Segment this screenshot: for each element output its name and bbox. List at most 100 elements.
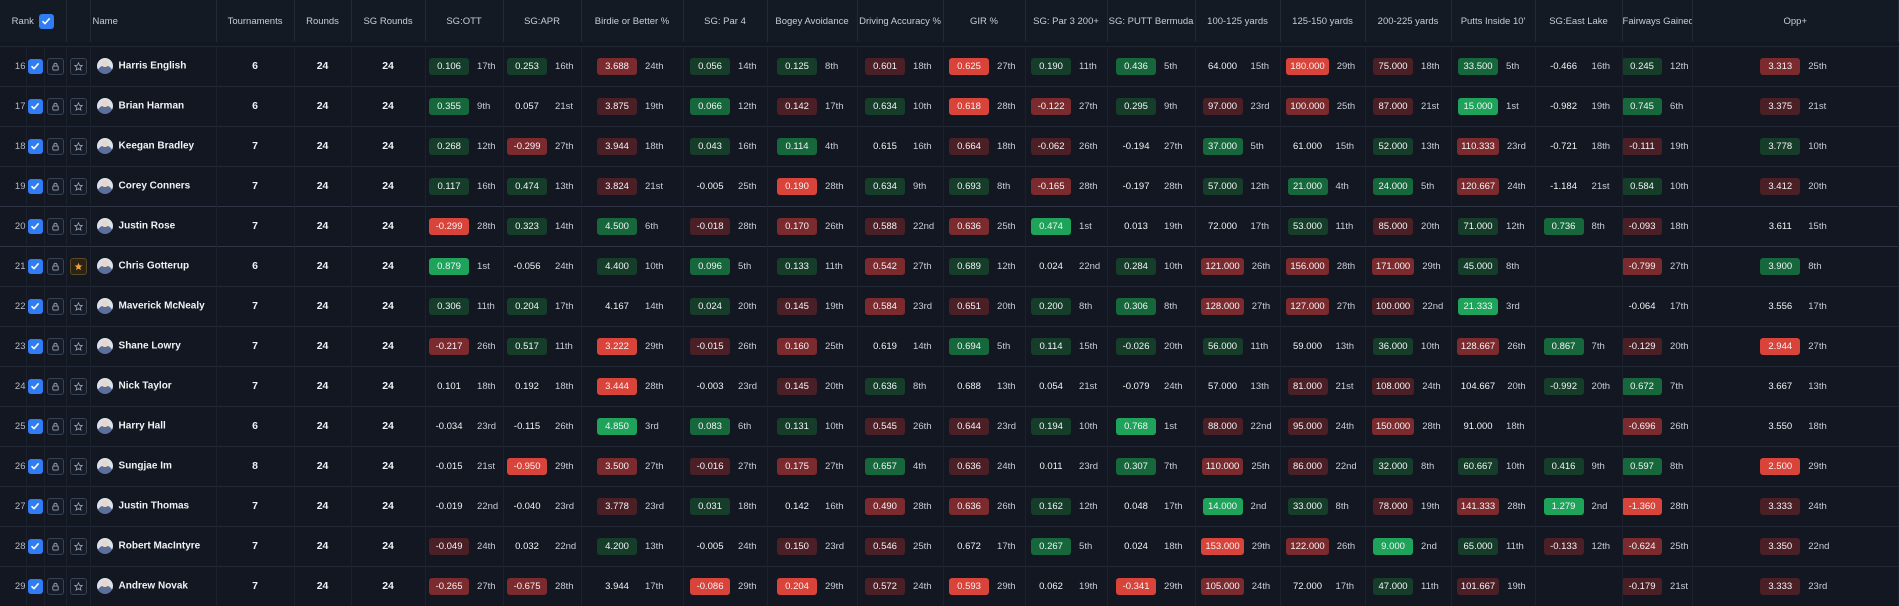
row-checkbox[interactable] bbox=[27, 458, 43, 474]
header-rounds[interactable]: Rounds bbox=[294, 0, 352, 42]
lock-button[interactable] bbox=[46, 257, 64, 275]
lock-button[interactable] bbox=[46, 497, 64, 515]
player-cell[interactable]: Robert MacIntyre bbox=[90, 525, 217, 566]
header-stat[interactable]: SG:OTT bbox=[425, 0, 504, 42]
header-stat[interactable]: SG: Par 4 bbox=[683, 0, 768, 42]
favorite-button[interactable] bbox=[69, 377, 87, 395]
table-row[interactable]: 17 Brian Harman 6 24 24 0.355 9th 0.057 21st 3.87… bbox=[0, 85, 1899, 126]
table-row[interactable]: 28 Robert MacIntyre 7 24 24 -0.049 24th 0.032 22… bbox=[0, 525, 1899, 566]
stat-value: 127.000 bbox=[1286, 297, 1329, 315]
player-cell[interactable]: Brian Harman bbox=[90, 85, 217, 126]
row-checkbox[interactable] bbox=[27, 98, 43, 114]
header-rank[interactable]: Rank bbox=[0, 0, 67, 42]
header-tournaments[interactable]: Tournaments bbox=[216, 0, 295, 42]
lock-button[interactable] bbox=[46, 577, 64, 595]
favorite-button[interactable] bbox=[69, 457, 87, 475]
row-checkbox[interactable] bbox=[27, 538, 43, 554]
favorite-button[interactable] bbox=[69, 537, 87, 555]
table-row[interactable]: 23 Shane Lowry 7 24 24 -0.217 26th 0.517 11th 3.2… bbox=[0, 325, 1899, 366]
player-cell[interactable]: Justin Rose bbox=[90, 205, 217, 246]
stat-value: 56.000 bbox=[1202, 337, 1243, 355]
favorite-button[interactable] bbox=[69, 257, 87, 275]
player-cell[interactable]: Chris Gotterup bbox=[90, 245, 217, 286]
lock-button[interactable] bbox=[46, 57, 64, 75]
favorite-button[interactable] bbox=[69, 417, 87, 435]
favorite-button[interactable] bbox=[69, 217, 87, 235]
header-stat[interactable]: Fairways Gained bbox=[1622, 0, 1693, 42]
row-checkbox[interactable] bbox=[27, 498, 43, 514]
header-sg-rounds[interactable]: SG Rounds bbox=[351, 0, 426, 42]
player-cell[interactable]: Andrew Novak bbox=[90, 565, 217, 606]
row-checkbox[interactable] bbox=[27, 218, 43, 234]
header-stat[interactable]: Bogey Avoidance bbox=[767, 0, 858, 42]
player-cell[interactable]: Justin Thomas bbox=[90, 485, 217, 526]
table-row[interactable]: 20 Justin Rose 7 24 24 -0.299 28th 0.323 14th 4.5… bbox=[0, 205, 1899, 246]
player-cell[interactable]: Nick Taylor bbox=[90, 365, 217, 406]
header-stat[interactable]: Opp+ bbox=[1692, 0, 1899, 42]
lock-cell bbox=[44, 485, 67, 526]
table-row[interactable]: 18 Keegan Bradley 7 24 24 0.268 12th -0.299 27th… bbox=[0, 125, 1899, 166]
select-all-checkbox[interactable] bbox=[38, 13, 54, 29]
table-row[interactable]: 19 Corey Conners 7 24 24 0.117 16th 0.474 13th 3.… bbox=[0, 165, 1899, 206]
player-cell[interactable]: Harry Hall bbox=[90, 405, 217, 446]
favorite-button[interactable] bbox=[69, 97, 87, 115]
header-stat[interactable]: Birdie or Better % bbox=[581, 0, 684, 42]
favorite-button[interactable] bbox=[69, 497, 87, 515]
header-stat[interactable]: 200-225 yards bbox=[1365, 0, 1452, 42]
favorite-button[interactable] bbox=[69, 297, 87, 315]
lock-button[interactable] bbox=[46, 377, 64, 395]
row-checkbox[interactable] bbox=[27, 578, 43, 594]
favorite-button[interactable] bbox=[69, 577, 87, 595]
stat-rank: 27th bbox=[1164, 140, 1183, 152]
select-cell bbox=[26, 325, 45, 366]
lock-button[interactable] bbox=[46, 417, 64, 435]
table-row[interactable]: 25 Harry Hall 6 24 24 -0.034 23rd -0.115 26th 4.8… bbox=[0, 405, 1899, 446]
header-stat[interactable]: GIR % bbox=[943, 0, 1026, 42]
table-row[interactable]: 26 Sungjae Im 8 24 24 -0.015 21st -0.950 29th 3.5… bbox=[0, 445, 1899, 486]
table-row[interactable]: 21 Chris Gotterup 6 24 24 0.879 1st -0.056 24th 4… bbox=[0, 245, 1899, 286]
stat-cell: 0.117 16th bbox=[425, 165, 504, 206]
table-row[interactable]: 22 Maverick McNealy 7 24 24 0.306 11th 0.204 17t… bbox=[0, 285, 1899, 326]
header-name[interactable]: Name bbox=[90, 0, 217, 42]
player-cell[interactable]: Maverick McNealy bbox=[90, 285, 217, 326]
lock-button[interactable] bbox=[46, 297, 64, 315]
lock-button[interactable] bbox=[46, 337, 64, 355]
player-cell[interactable]: Harris English bbox=[90, 45, 217, 86]
table-row[interactable]: 24 Nick Taylor 7 24 24 0.101 18th 0.192 18th 3.44… bbox=[0, 365, 1899, 406]
row-checkbox[interactable] bbox=[27, 338, 43, 354]
header-stat[interactable]: 100-125 yards bbox=[1195, 0, 1281, 42]
stat-rank: 4th bbox=[825, 140, 839, 152]
row-checkbox[interactable] bbox=[27, 418, 43, 434]
stat-rank: 12th bbox=[1591, 540, 1611, 552]
table-row[interactable]: 27 Justin Thomas 7 24 24 -0.019 22nd -0.040 23rd… bbox=[0, 485, 1899, 526]
player-cell[interactable]: Shane Lowry bbox=[90, 325, 217, 366]
header-stat[interactable]: SG: Par 3 200+ bbox=[1025, 0, 1108, 42]
player-cell[interactable]: Keegan Bradley bbox=[90, 125, 217, 166]
lock-button[interactable] bbox=[46, 177, 64, 195]
row-checkbox[interactable] bbox=[27, 258, 43, 274]
player-cell[interactable]: Corey Conners bbox=[90, 165, 217, 206]
lock-button[interactable] bbox=[46, 97, 64, 115]
row-checkbox[interactable] bbox=[27, 138, 43, 154]
player-cell[interactable]: Sungjae Im bbox=[90, 445, 217, 486]
header-stat[interactable]: 125-150 yards bbox=[1280, 0, 1366, 42]
row-checkbox[interactable] bbox=[27, 58, 43, 74]
row-checkbox[interactable] bbox=[27, 178, 43, 194]
row-checkbox[interactable] bbox=[27, 298, 43, 314]
lock-button[interactable] bbox=[46, 137, 64, 155]
favorite-button[interactable] bbox=[69, 337, 87, 355]
lock-button[interactable] bbox=[46, 457, 64, 475]
table-row[interactable]: 16 Harris English 6 24 24 0.106 17th 0.253 16th 3… bbox=[0, 45, 1899, 86]
favorite-button[interactable] bbox=[69, 137, 87, 155]
table-row[interactable]: 29 Andrew Novak 7 24 24 -0.265 27th -0.675 28th 3… bbox=[0, 565, 1899, 606]
lock-button[interactable] bbox=[46, 217, 64, 235]
favorite-button[interactable] bbox=[69, 177, 87, 195]
favorite-button[interactable] bbox=[69, 57, 87, 75]
header-stat[interactable]: SG:APR bbox=[503, 0, 582, 42]
header-stat[interactable]: SG:East Lake bbox=[1535, 0, 1623, 42]
row-checkbox[interactable] bbox=[27, 378, 43, 394]
header-stat[interactable]: Putts Inside 10' bbox=[1451, 0, 1536, 42]
header-stat[interactable]: SG: PUTT Bermuda bbox=[1107, 0, 1196, 42]
lock-button[interactable] bbox=[46, 537, 64, 555]
header-stat[interactable]: Driving Accuracy % bbox=[857, 0, 944, 42]
